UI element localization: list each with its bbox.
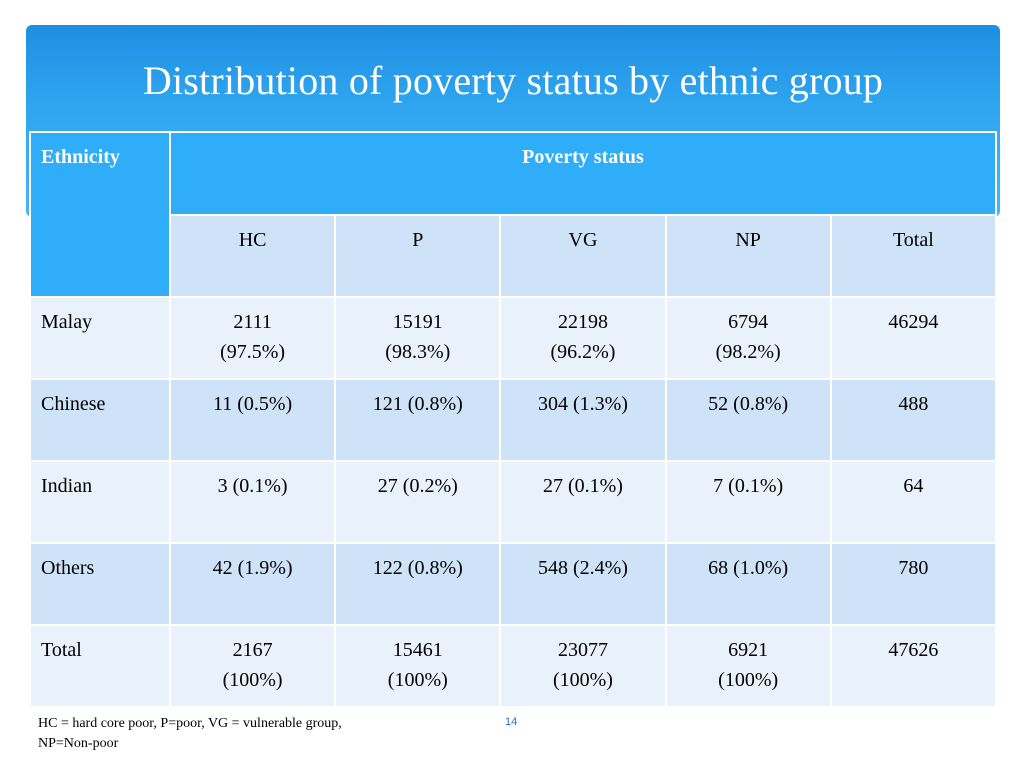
- table-cell: 11 (0.5%): [168, 378, 337, 462]
- table-cell: 52 (0.8%): [664, 378, 832, 462]
- cell-value: 304 (1.3%): [537, 393, 628, 415]
- table-subheader-row: HC P VG NP Total: [30, 214, 998, 298]
- table-cell: 121 (0.8%): [334, 378, 502, 462]
- header-poverty-status: Poverty status: [169, 131, 997, 216]
- table-header-row: Ethnicity Poverty status: [29, 131, 997, 298]
- table-cell: 6921 (100%): [664, 624, 832, 708]
- cell-percent: (100%): [552, 669, 613, 691]
- subheader-total: Total: [829, 214, 998, 298]
- cell-value: 488: [898, 393, 929, 415]
- slide-title: Distribution of poverty status by ethnic…: [142, 58, 884, 103]
- row-label: Chinese: [29, 378, 171, 462]
- cell-value: 46294: [888, 311, 939, 333]
- row-label: Total: [29, 624, 171, 708]
- subheader-vg: VG: [499, 214, 667, 298]
- row-label: Malay: [29, 296, 171, 380]
- subheader-hc: HC: [168, 214, 337, 298]
- row-label: Others: [29, 542, 171, 626]
- cell-value: 121 (0.8%): [372, 393, 463, 415]
- cell-value: 52 (0.8%): [708, 393, 789, 415]
- table-cell: 15191 (98.3%): [334, 296, 502, 380]
- cell-value: 780: [898, 557, 929, 579]
- table-cell: 304 (1.3%): [499, 378, 667, 462]
- cell-value: 3 (0.1%): [217, 475, 288, 497]
- table-cell: 27 (0.2%): [334, 460, 502, 544]
- table-row-malay: Malay 2111 (97.5%) 15191 (98.3%) 22198 (96.…: [29, 296, 998, 380]
- cell-percent: (100%): [222, 669, 283, 691]
- cell-percent: (96.2%): [550, 341, 616, 363]
- subheader-np: NP: [664, 214, 832, 298]
- poverty-table: Ethnicity Poverty status HC P VG NP Tota…: [29, 131, 998, 708]
- table-cell: 46294: [829, 296, 998, 380]
- header-ethnicity: Ethnicity: [29, 131, 171, 298]
- cell-value: 548 (2.4%): [537, 557, 628, 579]
- row-label: Indian: [29, 460, 171, 544]
- table-cell: 3 (0.1%): [168, 460, 337, 544]
- table-row-others: Others 42 (1.9%) 122 (0.8%) 548 (2.4%) 6…: [29, 542, 998, 626]
- footnote-line: HC = hard core poor, P=poor, VG = vulner…: [38, 716, 342, 731]
- cell-value: 64: [903, 475, 924, 497]
- cell-percent: (98.2%): [715, 341, 781, 363]
- table-row-indian: Indian 3 (0.1%) 27 (0.2%) 27 (0.1%) 7 (0…: [29, 460, 998, 544]
- table-cell: 68 (1.0%): [664, 542, 832, 626]
- cell-value: 15191: [392, 311, 443, 333]
- cell-value: 11 (0.5%): [212, 393, 293, 415]
- cell-value: 27 (0.1%): [542, 475, 623, 497]
- table-cell: 7 (0.1%): [664, 460, 832, 544]
- table-cell: 42 (1.9%): [168, 542, 337, 626]
- cell-value: 15461: [392, 639, 443, 661]
- cell-value: 27 (0.2%): [377, 475, 458, 497]
- table-row-chinese: Chinese 11 (0.5%) 121 (0.8%) 304 (1.3%) …: [29, 378, 998, 462]
- table-cell: 6794 (98.2%): [664, 296, 832, 380]
- table-cell: 64: [829, 460, 998, 544]
- table-cell: 2111 (97.5%): [168, 296, 337, 380]
- footnote: HC = hard core poor, P=poor, VG = vulner…: [38, 714, 438, 754]
- cell-value: 7 (0.1%): [713, 475, 784, 497]
- table-cell: 27 (0.1%): [499, 460, 667, 544]
- cell-value: 2111: [233, 311, 272, 333]
- table-cell: 15461 (100%): [334, 624, 502, 708]
- cell-value: 23077: [557, 639, 608, 661]
- cell-value: 122 (0.8%): [372, 557, 463, 579]
- cell-percent: (100%): [718, 669, 779, 691]
- cell-value: 22198: [557, 311, 608, 333]
- cell-percent: (97.5%): [220, 341, 286, 363]
- table-cell: 47626: [829, 624, 998, 708]
- cell-percent: (98.3%): [385, 341, 451, 363]
- table-cell: 488: [829, 378, 998, 462]
- table-cell: 2167 (100%): [168, 624, 337, 708]
- table-row-total: Total 2167 (100%) 15461 (100%) 23077 (100%)…: [29, 624, 998, 708]
- cell-value: 2167: [232, 639, 273, 661]
- page-number: 14: [505, 716, 518, 728]
- table-cell: 548 (2.4%): [499, 542, 667, 626]
- cell-value: 68 (1.0%): [708, 557, 789, 579]
- cell-value: 42 (1.9%): [212, 557, 293, 579]
- footnote-line: NP=Non-poor: [38, 736, 119, 751]
- table-cell: 23077 (100%): [499, 624, 667, 708]
- table-cell: 122 (0.8%): [334, 542, 502, 626]
- cell-value: 6794: [728, 311, 769, 333]
- table-cell: 780: [829, 542, 998, 626]
- cell-value: 6921: [728, 639, 769, 661]
- cell-percent: (100%): [387, 669, 448, 691]
- table-cell: 22198 (96.2%): [499, 296, 667, 380]
- subheader-p: P: [334, 214, 502, 298]
- cell-value: 47626: [888, 639, 939, 661]
